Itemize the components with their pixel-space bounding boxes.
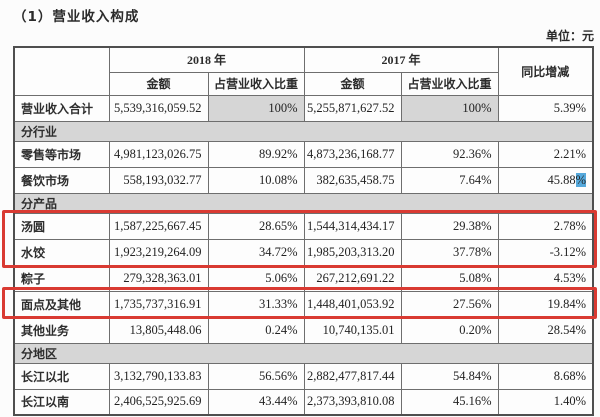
ratio-2018: 31.33%	[207, 290, 305, 318]
section-row: 分产品	[13, 192, 594, 214]
table-row: 其他业务 13,805,448.06 0.24% 10,740,135.01 0.20%…	[13, 316, 594, 344]
table-row: 水饺 1,923,219,264.09 34.72% 1,985,203,313.20…	[13, 238, 594, 266]
section-label: 分地区	[13, 342, 594, 364]
table-row: 粽子 279,328,363.01 5.06% 267,212,691.22 5.08%…	[13, 264, 594, 292]
amount-2018: 2,406,525,925.69	[108, 388, 209, 416]
ratio-2018: 56.56%	[207, 362, 305, 390]
header-cell-yoy: 同比增减	[497, 46, 594, 96]
ratio-2017: 29.38%	[400, 212, 499, 240]
yoy-change: 19.84%	[497, 290, 594, 318]
row-label: 水饺	[13, 238, 110, 266]
yoy-change: 4.53%	[497, 264, 594, 292]
ratio-2017: 5.08%	[400, 264, 499, 292]
table-row: 营业收入合计 5,539,316,059.52 100% 5,255,871,627.…	[13, 94, 594, 122]
row-label: 面点及其他	[13, 290, 110, 318]
amount-2018: 5,539,316,059.52	[108, 94, 209, 122]
ratio-2017: 27.56%	[400, 290, 499, 318]
amount-2017: 1,544,314,434.17	[303, 212, 402, 240]
ratio-2017: 45.16%	[400, 388, 499, 416]
yoy-change: 5.39%	[497, 94, 594, 122]
ratio-2017: 54.84%	[400, 362, 499, 390]
yoy-change: -3.12%	[497, 238, 594, 266]
table-body: 营业收入合计 5,539,316,059.52 100% 5,255,871,627.…	[13, 94, 594, 416]
section-row: 分地区	[13, 342, 594, 364]
section-label: 分产品	[13, 192, 594, 214]
row-label: 汤圆	[13, 212, 110, 240]
amount-2018: 558,193,032.77	[108, 166, 209, 194]
ratio-2018: 100%	[207, 94, 305, 122]
amount-2017: 4,873,236,168.77	[303, 140, 402, 168]
amount-2017: 267,212,691.22	[303, 264, 402, 292]
yoy-change: 2.21%	[497, 140, 594, 168]
amount-2017: 382,635,458.75	[303, 166, 402, 194]
header-row-years: 2018 年 2017 年 同比增减	[13, 46, 594, 96]
row-label: 长江以南	[13, 388, 110, 416]
row-label: 餐饮市场	[13, 166, 110, 194]
yoy-change: 45.88%	[497, 166, 594, 194]
header-cell-2018: 2018 年	[108, 46, 305, 73]
table-row: 长江以南 2,406,525,925.69 43.44% 2,373,393,810.…	[13, 388, 594, 416]
table-row: 汤圆 1,587,225,667.45 28.65% 1,544,314,434.17…	[13, 212, 594, 240]
table-row: 餐饮市场 558,193,032.77 10.08% 382,635,458.75 7.…	[13, 166, 594, 194]
header-cell-amount-2017: 金额	[303, 71, 402, 96]
ratio-2017: 100%	[400, 94, 499, 122]
ratio-2017: 7.64%	[400, 166, 499, 194]
amount-2017: 5,255,871,627.52	[303, 94, 402, 122]
amount-2018: 1,735,737,316.91	[108, 290, 209, 318]
selection-highlight: %	[575, 172, 587, 187]
ratio-2018: 10.08%	[207, 166, 305, 194]
table-header: 2018 年 2017 年 同比增减 金额 占营业收入比重 金额 占营业收入比重	[13, 46, 594, 96]
section-row: 分行业	[13, 120, 594, 142]
unit-label: 单位：元	[545, 29, 594, 43]
ratio-2018: 28.65%	[207, 212, 305, 240]
ratio-2018: 89.92%	[207, 140, 305, 168]
table-row: 面点及其他 1,735,737,316.91 31.33% 1,448,401,053…	[13, 290, 594, 318]
ratio-2017: 37.78%	[400, 238, 499, 266]
ratio-2017: 92.36%	[400, 140, 499, 168]
table-row: 长江以北 3,132,790,133.83 56.56% 2,882,477,817.…	[13, 362, 594, 390]
amount-2018: 3,132,790,133.83	[108, 362, 209, 390]
amount-2017: 2,882,477,817.44	[303, 362, 402, 390]
revenue-composition-table: 2018 年 2017 年 同比增减 金额 占营业收入比重 金额 占营业收入比重…	[13, 46, 595, 416]
amount-2017: 2,373,393,810.08	[303, 388, 402, 416]
amount-2017: 10,740,135.01	[303, 316, 402, 344]
page-title: （1）营业收入构成	[13, 9, 140, 25]
header-row-metrics: 金额 占营业收入比重 金额 占营业收入比重	[14, 71, 593, 96]
header-cell-amount-2018: 金额	[108, 71, 209, 96]
header-cell-blank	[13, 46, 110, 96]
ratio-2017: 0.20%	[400, 316, 499, 344]
row-label: 营业收入合计	[13, 94, 110, 122]
header-cell-2017: 2017 年	[303, 46, 499, 73]
yoy-change: 2.78%	[497, 212, 594, 240]
section-label: 分行业	[13, 120, 594, 142]
ratio-2018: 34.72%	[207, 238, 305, 266]
amount-2018: 4,981,123,026.75	[108, 140, 209, 168]
ratio-2018: 43.44%	[207, 388, 305, 416]
ratio-2018: 5.06%	[207, 264, 305, 292]
amount-2018: 279,328,363.01	[108, 264, 209, 292]
yoy-change: 1.40%	[497, 388, 594, 416]
ratio-2018: 0.24%	[207, 316, 305, 344]
header-cell-ratio-2018: 占营业收入比重	[207, 71, 305, 96]
amount-2018: 13,805,448.06	[108, 316, 209, 344]
row-label: 其他业务	[13, 316, 110, 344]
row-label: 长江以北	[13, 362, 110, 390]
row-label: 零售等市场	[13, 140, 110, 168]
yoy-change: 8.68%	[497, 362, 594, 390]
row-label: 粽子	[13, 264, 110, 292]
amount-2018: 1,923,219,264.09	[108, 238, 209, 266]
amount-2017: 1,448,401,053.92	[303, 290, 402, 318]
header-cell-ratio-2017: 占营业收入比重	[400, 71, 499, 96]
table-row: 零售等市场 4,981,123,026.75 89.92% 4,873,236,168…	[13, 140, 594, 168]
amount-2017: 1,985,203,313.20	[303, 238, 402, 266]
yoy-change: 28.54%	[497, 316, 594, 344]
amount-2018: 1,587,225,667.45	[108, 212, 209, 240]
